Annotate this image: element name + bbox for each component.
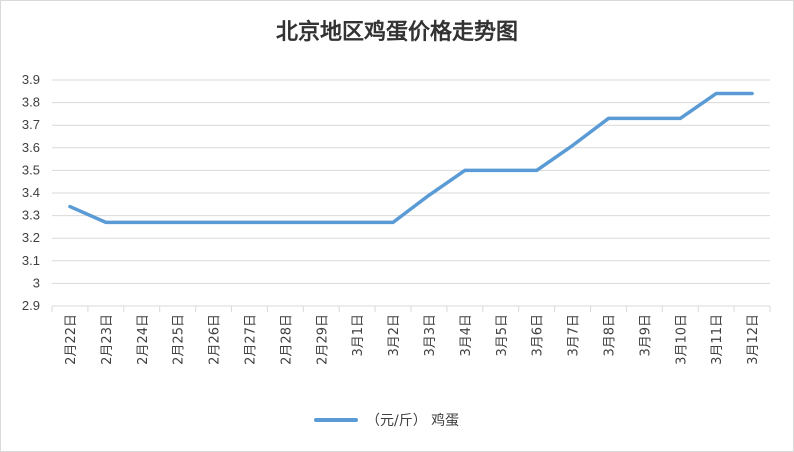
- x-tick-label: 3月11日: [710, 314, 725, 365]
- data-point: [68, 205, 72, 209]
- data-point: [355, 220, 359, 224]
- y-tick-label: 3.8: [22, 95, 40, 110]
- x-tick-label: 3月1日: [351, 314, 366, 357]
- data-point: [678, 116, 682, 120]
- data-point: [391, 220, 395, 224]
- x-tick-label: 2月23日: [100, 314, 115, 365]
- x-tick-label: 2月27日: [243, 314, 258, 365]
- x-tick-label: 3月4日: [459, 314, 474, 357]
- data-point: [750, 92, 754, 96]
- x-tick-label: 3月2日: [387, 314, 402, 357]
- y-tick-label: 3.2: [22, 230, 40, 245]
- x-tick-label: 3月9日: [638, 314, 653, 357]
- x-tick-label: 3月10日: [674, 314, 689, 365]
- x-tick-label: 3月8日: [602, 314, 617, 357]
- x-tick-label: 3月3日: [423, 314, 438, 357]
- x-tick-label: 2月22日: [64, 314, 79, 365]
- legend-swatch: [314, 418, 358, 422]
- y-tick-label: 3: [33, 275, 40, 290]
- data-point: [463, 168, 467, 172]
- y-tick-label: 3.4: [22, 185, 40, 200]
- data-point: [499, 168, 503, 172]
- y-tick-label: 3.3: [22, 208, 40, 223]
- data-point: [642, 116, 646, 120]
- x-tick-label: 2月25日: [172, 314, 187, 365]
- data-point: [283, 220, 287, 224]
- data-point: [212, 220, 216, 224]
- x-tick-label: 3月7日: [567, 314, 582, 357]
- y-tick-label: 3.6: [22, 140, 40, 155]
- y-tick-label: 3.7: [22, 117, 40, 132]
- data-point: [319, 220, 323, 224]
- series-line: [68, 91, 754, 225]
- y-tick-label: 3.5: [22, 162, 40, 177]
- x-tick-label: 2月26日: [208, 314, 223, 365]
- legend-label: （元/斤） 鸡蛋: [366, 413, 460, 429]
- x-tick-label: 3月12日: [746, 314, 761, 365]
- chart-title: 北京地区鸡蛋价格走势图: [275, 20, 518, 45]
- y-tick-label: 3.1: [22, 253, 40, 268]
- y-tick-label: 2.9: [22, 298, 40, 313]
- y-tick-label: 3.9: [22, 72, 40, 87]
- data-point: [606, 116, 610, 120]
- data-point: [247, 220, 251, 224]
- data-point: [714, 92, 718, 96]
- x-tick-label: 3月5日: [495, 314, 510, 357]
- x-tick-label: 2月29日: [315, 314, 330, 365]
- x-tick-label: 2月24日: [136, 314, 151, 365]
- data-point: [427, 193, 431, 197]
- data-point: [104, 220, 108, 224]
- x-tick-label: 2月28日: [279, 314, 294, 365]
- data-point: [571, 144, 575, 148]
- data-point: [535, 168, 539, 172]
- data-point: [140, 220, 144, 224]
- x-tick-label: 3月6日: [531, 314, 546, 357]
- data-point: [176, 220, 180, 224]
- legend: （元/斤） 鸡蛋: [314, 410, 459, 430]
